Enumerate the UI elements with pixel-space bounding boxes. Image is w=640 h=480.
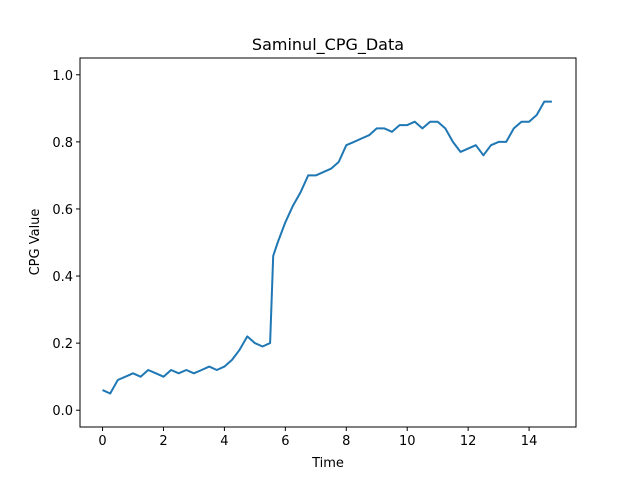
y-tick-label: 0.2 [52, 337, 73, 352]
x-tick-label: 10 [399, 434, 416, 449]
plot-area [102, 100, 552, 395]
x-tick-label: 14 [521, 434, 538, 449]
y-tick-label: 0.4 [52, 270, 73, 285]
y-tick-label: 0.8 [52, 136, 73, 151]
y-tick-label: 1.0 [52, 69, 73, 84]
x-axis: 0 2 4 6 8 10 12 14 [98, 427, 537, 449]
y-axis-title: CPG Value [28, 209, 43, 276]
x-tick-label: 4 [220, 434, 228, 449]
series-line [102, 100, 552, 395]
chart-title: Saminul_CPG_Data [252, 35, 404, 55]
x-tick-label: 12 [460, 434, 477, 449]
y-tick-label: 0.6 [52, 203, 73, 218]
x-tick-label: 0 [98, 434, 106, 449]
x-tick-label: 8 [342, 434, 350, 449]
x-axis-title: Time [311, 456, 344, 471]
axes-frame [79, 57, 577, 428]
y-tick-label: 0.0 [52, 404, 73, 419]
x-tick-label: 2 [159, 434, 167, 449]
x-tick-label: 6 [281, 434, 289, 449]
y-axis: 0.0 0.2 0.4 0.6 0.8 1.0 [52, 69, 80, 419]
